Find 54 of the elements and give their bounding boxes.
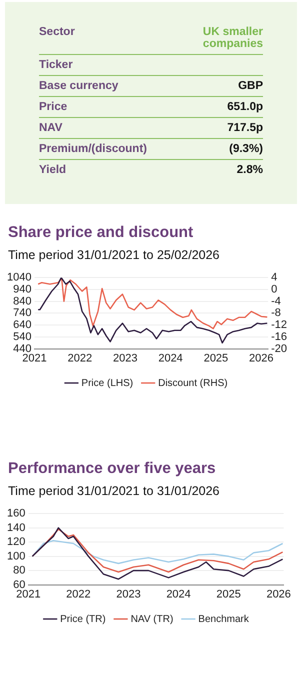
x-tick-label: 2025 [216, 588, 241, 600]
category-label: Sector [39, 25, 76, 40]
legend-label: Price (TR) [60, 614, 106, 625]
y2-tick-label: 4 [271, 272, 278, 284]
y2-tick-label: -20 [271, 342, 288, 355]
text: 2.8% [236, 164, 263, 176]
y-tick-label: 1040 [6, 272, 32, 284]
y2-tick-label: -16 [271, 330, 288, 343]
y-tick-label: 940 [13, 284, 32, 296]
y-tick-label: 140 [6, 522, 26, 534]
text: (9.3%) [229, 143, 263, 155]
x-tick-label: 2026 [266, 588, 291, 600]
x-tick-label: 2022 [66, 588, 91, 600]
y-tick-label: 540 [13, 330, 32, 343]
y2-tick-label: 0 [271, 284, 278, 296]
category-label: Base currency [39, 79, 120, 94]
x-tick-label: 2025 [204, 352, 228, 364]
category-label: NAV [39, 121, 64, 136]
y-tick-label: 60 [13, 578, 26, 591]
legend-label: Price (LHS) [81, 378, 134, 389]
y-tick-label: 120 [6, 536, 26, 548]
y-tick-label: 640 [13, 319, 32, 332]
x-tick-label: 2024 [158, 352, 183, 364]
category-label: Price [39, 100, 68, 115]
text: 717.5p [227, 122, 263, 134]
x-tick-label: 2023 [112, 352, 138, 364]
legend-label: Discount (RHS) [158, 378, 228, 389]
y2-tick-label: -8 [271, 307, 281, 320]
category-label: Ticker [39, 58, 74, 73]
chart-subtitle: Time period 31/01/2021 to 25/02/2026 [8, 248, 220, 262]
chart-title: Share price and discount [8, 224, 194, 242]
y-tick-label: 100 [6, 550, 26, 562]
y-tick-label: 80 [13, 564, 26, 577]
x-tick-label: 2021 [22, 352, 47, 364]
legend-label: Benchmark [198, 614, 250, 625]
legend-label: NAV (TR) [130, 614, 174, 625]
x-tick-label: 2023 [116, 588, 141, 600]
y-tick-label: 840 [13, 295, 32, 308]
text: GBP [238, 80, 263, 92]
y2-tick-label: -12 [271, 319, 288, 332]
y-tick-label: 740 [13, 307, 32, 320]
chart-subtitle: Time period 31/01/2021 to 31/01/2026 [8, 484, 220, 498]
y-tick-label: 440 [13, 342, 32, 355]
text: UK smaller companies [202, 26, 263, 50]
y-tick-label: 160 [6, 508, 26, 520]
x-tick-label: 2024 [166, 588, 191, 600]
category-label: Yield [39, 163, 68, 178]
x-tick-label: 2021 [16, 588, 41, 600]
x-tick-label: 2026 [249, 352, 274, 364]
y2-tick-label: -4 [271, 295, 281, 308]
x-tick-label: 2022 [68, 352, 92, 364]
category-label: Premium/(discount) [39, 142, 148, 157]
text: 651.0p [227, 101, 263, 113]
chart-title: Performance over five years [8, 460, 217, 478]
